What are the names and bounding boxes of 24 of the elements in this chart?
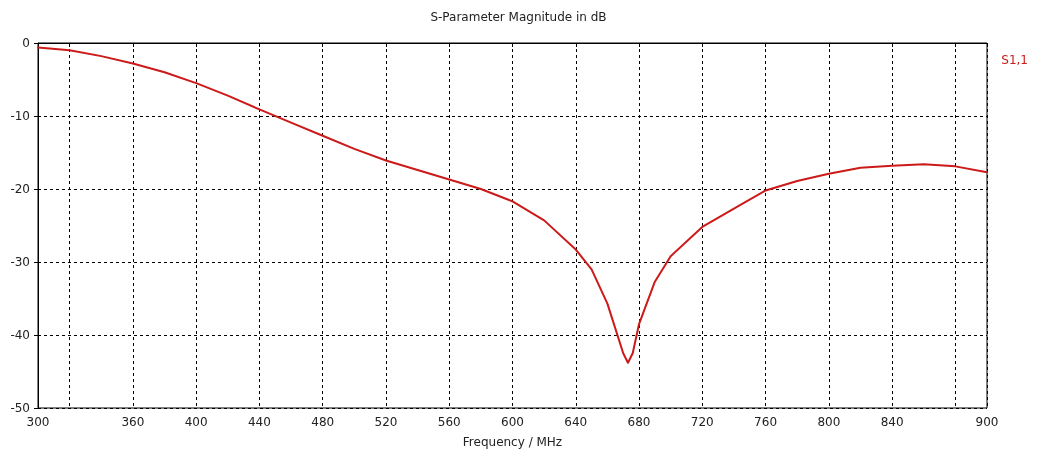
x-tick-label: 840 (880, 415, 904, 429)
text: S1,1 (1001, 53, 1028, 67)
x-tick-label: 600 (501, 415, 524, 429)
x-tick-label: 360 (121, 415, 145, 429)
x-tick-label: 760 (754, 415, 778, 429)
y-tick-label: -40 (10, 328, 30, 342)
x-tick-label: 300 (26, 415, 50, 429)
chart-title: S-Parameter Magnitude in dB (430, 10, 607, 24)
x-tick-label: 640 (564, 415, 588, 429)
y-tick-label: -50 (10, 401, 30, 415)
x-tick-label: 720 (690, 415, 714, 429)
y-tick-label: -20 (10, 182, 30, 196)
x-tick-label: 800 (817, 415, 841, 429)
x-tick-label: 900 (975, 415, 999, 429)
x-tick-label: 440 (247, 415, 271, 429)
x-tick-label: 560 (437, 415, 461, 429)
x-tick-label: 400 (184, 415, 208, 429)
x-axis-title: Frequency / MHz (462, 435, 563, 449)
x-tick-label: 680 (627, 415, 651, 429)
y-tick-label: -10 (10, 109, 30, 123)
x-tick-label: 480 (311, 415, 335, 429)
y-tick-label: 0 (22, 36, 30, 50)
x-tick-label: 520 (374, 415, 398, 429)
y-tick-label: -30 (10, 255, 30, 269)
